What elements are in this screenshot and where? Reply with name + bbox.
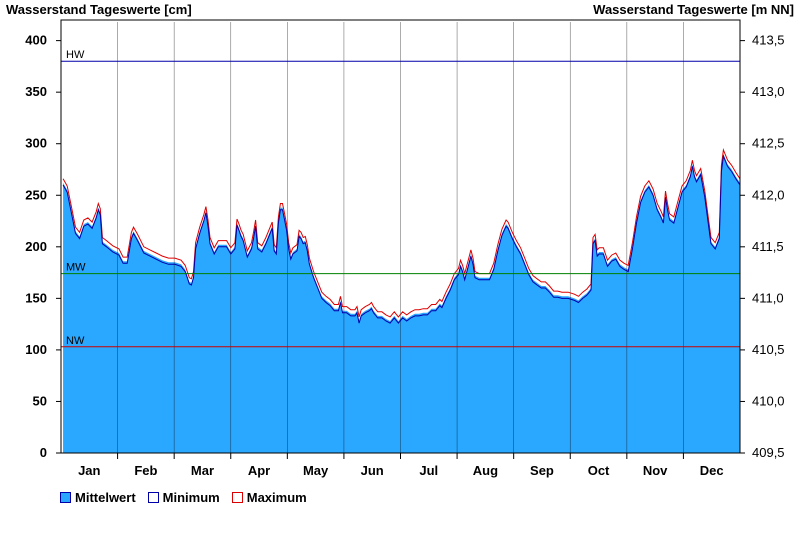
right-axis-title: Wasserstand Tageswerte [m NN] [593,2,794,17]
left-tick-label: 100 [25,342,47,357]
left-tick-label: 350 [25,84,47,99]
month-label: Aug [473,463,498,478]
right-tick-label: 413,5 [752,33,785,48]
left-tick-label: 0 [40,445,47,460]
left-tick-label: 150 [25,290,47,305]
legend-label-maximum: Maximum [246,490,307,505]
legend-swatch-mittelwert [60,492,71,503]
legend-label-minimum: Minimum [162,490,220,505]
legend-swatch-minimum [147,492,159,503]
right-tick-label: 412,5 [752,136,785,151]
left-tick-label: 250 [25,187,47,202]
reference-label-mw: MW [66,262,86,274]
month-label: Mar [191,463,214,478]
right-tick-label: 410,0 [752,393,785,408]
month-label: Oct [588,463,610,478]
reference-label-hw: HW [66,49,85,61]
month-label: Sep [530,463,554,478]
right-tick-label: 409,5 [752,445,785,460]
left-tick-label: 200 [25,239,47,254]
month-label: Jul [419,463,438,478]
right-tick-label: 411,5 [752,239,784,254]
right-tick-label: 413,0 [752,84,785,99]
left-tick-label: 50 [33,393,47,408]
mittelwert-area [63,154,740,453]
chart-legend: Mittelwert Minimum Maximum [60,490,307,505]
legend-item-mittelwert: Mittelwert [60,490,136,505]
legend-label-mittelwert: Mittelwert [75,490,136,505]
legend-item-minimum: Minimum [147,490,220,505]
left-tick-label: 400 [25,33,47,48]
left-axis-title: Wasserstand Tageswerte [cm] [6,2,192,17]
minimum-line [62,154,741,324]
month-label: Apr [248,463,270,478]
right-tick-label: 410,5 [752,342,785,357]
month-label: May [303,463,329,478]
month-label: Jan [78,463,100,478]
legend-swatch-maximum [231,492,243,503]
month-label: Dec [700,463,724,478]
right-tick-label: 412,0 [752,187,785,202]
month-label: Feb [134,463,157,478]
month-label: Jun [361,463,384,478]
legend-item-maximum: Maximum [231,490,307,505]
reference-label-nw: NW [66,335,85,347]
left-tick-label: 300 [25,136,47,151]
month-label: Nov [643,463,668,478]
right-tick-label: 411,0 [752,290,784,305]
